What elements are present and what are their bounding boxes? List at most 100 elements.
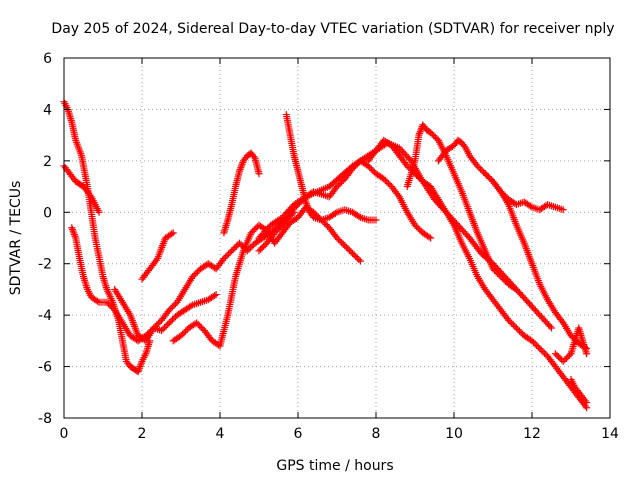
data-point bbox=[179, 330, 187, 338]
y-tick-label: 6 bbox=[43, 51, 52, 67]
data-point bbox=[304, 205, 312, 213]
data-point bbox=[336, 179, 344, 187]
data-point bbox=[212, 291, 220, 299]
data-point bbox=[103, 298, 111, 306]
data-point bbox=[486, 174, 494, 182]
data-point bbox=[539, 348, 547, 356]
data-point bbox=[537, 346, 545, 354]
data-point bbox=[211, 292, 219, 300]
data-point bbox=[416, 128, 424, 136]
data-point bbox=[304, 203, 312, 211]
data-point bbox=[484, 173, 492, 181]
data-point bbox=[168, 230, 176, 238]
data-point bbox=[514, 326, 522, 334]
data-point bbox=[94, 297, 102, 305]
data-point bbox=[228, 247, 236, 255]
data-point bbox=[372, 216, 380, 224]
data-point bbox=[187, 302, 195, 310]
data-point bbox=[162, 322, 170, 330]
data-point bbox=[473, 162, 481, 170]
series-trace-p bbox=[567, 375, 591, 407]
chart-title: Day 205 of 2024, Sidereal Day-to-day VTE… bbox=[51, 21, 614, 37]
data-point bbox=[108, 303, 116, 311]
data-point bbox=[491, 266, 499, 274]
data-point bbox=[428, 130, 436, 138]
data-point bbox=[232, 242, 240, 250]
data-point bbox=[135, 366, 143, 374]
data-point bbox=[170, 301, 178, 309]
data-point bbox=[506, 318, 514, 326]
data-point bbox=[150, 324, 158, 332]
data-point bbox=[303, 201, 311, 209]
data-point bbox=[169, 229, 177, 237]
data-point bbox=[431, 133, 439, 141]
data-point bbox=[167, 317, 175, 325]
data-point bbox=[135, 364, 143, 372]
data-point bbox=[562, 354, 570, 362]
data-point bbox=[249, 227, 257, 235]
data-point bbox=[180, 329, 188, 337]
data-point bbox=[509, 321, 517, 329]
data-point bbox=[226, 248, 234, 256]
data-point bbox=[338, 239, 346, 247]
data-point bbox=[517, 329, 525, 337]
data-point bbox=[425, 233, 433, 241]
data-point bbox=[168, 303, 176, 311]
data-point bbox=[335, 236, 343, 244]
data-point bbox=[481, 170, 489, 178]
data-point bbox=[154, 319, 162, 327]
data-point bbox=[533, 341, 541, 349]
y-tick-label: 4 bbox=[43, 102, 52, 118]
data-point bbox=[236, 167, 243, 175]
data-point bbox=[530, 338, 538, 346]
data-point bbox=[512, 324, 520, 332]
data-point bbox=[366, 164, 374, 172]
data-point bbox=[356, 257, 364, 265]
series-trace-n bbox=[481, 170, 591, 353]
data-point bbox=[427, 234, 435, 242]
data-point bbox=[336, 237, 344, 245]
y-tick-label: -2 bbox=[38, 257, 52, 273]
series-trace-o bbox=[551, 324, 591, 365]
data-point bbox=[158, 327, 165, 335]
data-point bbox=[339, 240, 347, 248]
data-point bbox=[355, 256, 363, 264]
data-point bbox=[558, 317, 566, 325]
data-point bbox=[220, 255, 228, 263]
data-point bbox=[417, 126, 425, 134]
data-point bbox=[192, 269, 200, 277]
data-point bbox=[271, 229, 279, 237]
data-point bbox=[511, 284, 519, 292]
x-tick-label: 4 bbox=[216, 426, 225, 442]
data-point bbox=[342, 243, 350, 251]
y-tick-label: -8 bbox=[38, 411, 52, 427]
data-point bbox=[384, 179, 392, 187]
data-point bbox=[534, 343, 542, 351]
data-point bbox=[229, 245, 237, 253]
data-point bbox=[528, 337, 536, 345]
data-point bbox=[68, 224, 76, 232]
data-point bbox=[583, 350, 591, 358]
x-axis-label: GPS time / hours bbox=[276, 458, 393, 474]
data-point bbox=[137, 361, 145, 369]
data-point bbox=[416, 129, 424, 137]
data-point bbox=[531, 340, 539, 348]
data-point bbox=[134, 368, 142, 376]
data-point bbox=[177, 332, 185, 340]
data-point bbox=[352, 253, 360, 261]
data-point bbox=[335, 181, 343, 189]
data-point bbox=[411, 221, 419, 229]
data-point bbox=[516, 327, 524, 335]
data-point bbox=[478, 167, 486, 175]
data-point bbox=[69, 227, 77, 235]
data-point bbox=[223, 251, 231, 259]
data-point bbox=[512, 285, 520, 293]
x-tick-label: 10 bbox=[445, 426, 463, 442]
data-point bbox=[345, 246, 353, 254]
data-point bbox=[553, 351, 561, 359]
data-point bbox=[561, 356, 569, 364]
y-tick-label: 0 bbox=[43, 205, 52, 221]
data-point bbox=[331, 209, 339, 217]
data-point bbox=[333, 183, 341, 191]
